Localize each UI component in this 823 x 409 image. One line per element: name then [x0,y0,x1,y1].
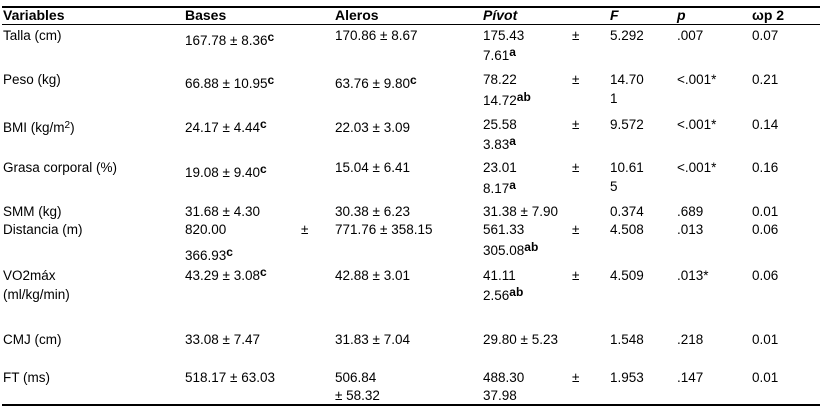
table-cell-f: 1.953 [610,370,644,385]
table-row-variable: FT (ms) [3,370,50,385]
table-cell-p: <.001* [677,72,717,87]
table-row-variable: VO2máx [3,268,56,283]
table-cell-pivot: 175.43 [483,28,525,43]
table-cell-wp2: 0.06 [752,222,779,237]
table-cell-pivot-pm: ± [572,117,580,132]
table-cell-f: 5.292 [610,28,644,43]
table-cell-aleros: 170.86 ± 8.67 [335,28,418,43]
table-cell-pivot-line2: 14.72ab [483,90,531,108]
header-f: F [610,7,619,23]
table-cell-pivot: 25.58 [483,117,517,132]
table-cell-p: <.001* [677,117,717,132]
table-cell-wp2: 0.01 [752,332,779,347]
header-pivot: Pívot [483,7,518,23]
table-cell-pivot: 41.11 [483,268,516,283]
table-cell-f: 1.548 [610,332,644,347]
table-cell-pivot: 29.80 ± 5.23 [483,332,558,347]
table-cell-p: .007 [677,28,704,43]
table-cell-f-line2: 1 [610,91,618,106]
table-cell-f: 10.61 [610,160,644,175]
table-cell-bases: 19.08 ± 9.40c [185,162,267,180]
header-aleros: Aleros [335,7,379,23]
table-row-variable: CMJ (cm) [3,332,62,347]
table-row-variable-line2: (ml/kg/min) [3,287,70,302]
table-row-variable: Talla (cm) [3,28,62,43]
table-cell-pivot-pm: ± [572,160,580,175]
table-row-variable: Peso (kg) [3,72,61,87]
table-cell-aleros-line2: ± 58.32 [335,388,380,403]
table-cell-pivot: 23.01 [483,160,517,175]
table-cell-p: .013* [677,268,709,283]
table-cell-bases: 167.78 ± 8.36c [185,30,275,48]
table-cell-bases: 24.17 ± 4.44c [185,117,267,135]
table-cell-p: .013 [677,222,704,237]
table-cell-pivot-pm: ± [572,72,580,87]
table-cell-bases: 518.17 ± 63.03 [185,370,275,385]
table-cell-pivot: 488.30 [483,370,525,385]
table-cell-pivot: 561.33 [483,222,525,237]
table-row-variable: BMI (kg/m2) [3,120,75,135]
header-bases: Bases [185,7,227,23]
table-cell-pivot-pm: ± [572,28,580,43]
table-row-variable: Distancia (m) [3,222,83,237]
table-cell-bases: 820.00 [185,222,227,237]
header-omega-p2: ωp 2 [752,7,785,23]
table-cell-bases: 43.29 ± 3.08c [185,265,267,283]
table-cell-p: <.001* [677,160,717,175]
header-variables: Variables [3,7,65,23]
table-cell-p: .689 [677,204,704,219]
table-cell-f: 0.374 [610,204,644,219]
table-cell-wp2: 0.16 [752,160,779,175]
table-cell-pivot-line2: 8.17a [483,178,516,196]
table-cell-wp2: 0.01 [752,370,779,385]
table-cell-aleros: 31.83 ± 7.04 [335,332,410,347]
table-cell-pivot-line2: 305.08ab [483,240,539,258]
table-cell-p: .147 [677,370,704,385]
table-cell-pivot-line2: 7.61a [483,45,516,63]
table-cell-wp2: 0.06 [752,268,779,283]
table-cell-aleros: 42.88 ± 3.01 [335,268,410,283]
table-cell-bases-pm: ± [301,222,309,237]
table-cell-aleros: 30.38 ± 6.23 [335,204,410,219]
table-cell-aleros: 22.03 ± 3.09 [335,120,410,135]
table-cell-pivot: 31.38 ± 7.90 [483,204,558,219]
table-row-variable: Grasa corporal (%) [3,160,118,175]
table-cell-wp2: 0.14 [752,117,779,132]
table-cell-aleros: 771.76 ± 358.15 [335,222,433,237]
table-cell-pivot-pm: ± [572,370,580,385]
table-cell-f-line2: 5 [610,179,618,194]
table-row-variable: SMM (kg) [3,204,62,219]
table-cell-f: 9.572 [610,117,644,132]
header-p: p [677,7,686,23]
table-top-rule [2,6,820,8]
table-cell-pivot-pm: ± [572,222,580,237]
table-cell-pivot: 78.22 [483,72,517,87]
table-bottom-rule [2,404,820,406]
table-cell-p: .218 [677,332,704,347]
table-cell-wp2: 0.01 [752,204,779,219]
table-cell-aleros: 506.84 [335,370,377,385]
table-cell-aleros: 63.76 ± 9.80c [335,73,417,91]
header-bottom-rule [2,24,820,25]
table-cell-pivot-line2: 2.56ab [483,285,524,303]
table-cell-f: 4.508 [610,222,644,237]
table-cell-wp2: 0.21 [752,72,779,87]
table-cell-bases: 31.68 ± 4.30 [185,204,260,219]
table-cell-f: 4.509 [610,268,644,283]
table-cell-pivot-line2: 37.98 [483,388,517,403]
table-cell-pivot-line2: 3.83a [483,134,516,152]
table-cell-bases: 66.88 ± 10.95c [185,73,275,91]
table-cell-bases-line2: 366.93c [185,245,233,263]
table-cell-f: 14.70 [610,72,644,87]
table-cell-aleros: 15.04 ± 6.41 [335,160,410,175]
table-cell-bases: 33.08 ± 7.47 [185,332,260,347]
table-cell-pivot-pm: ± [572,268,580,283]
table-cell-wp2: 0.07 [752,28,779,43]
